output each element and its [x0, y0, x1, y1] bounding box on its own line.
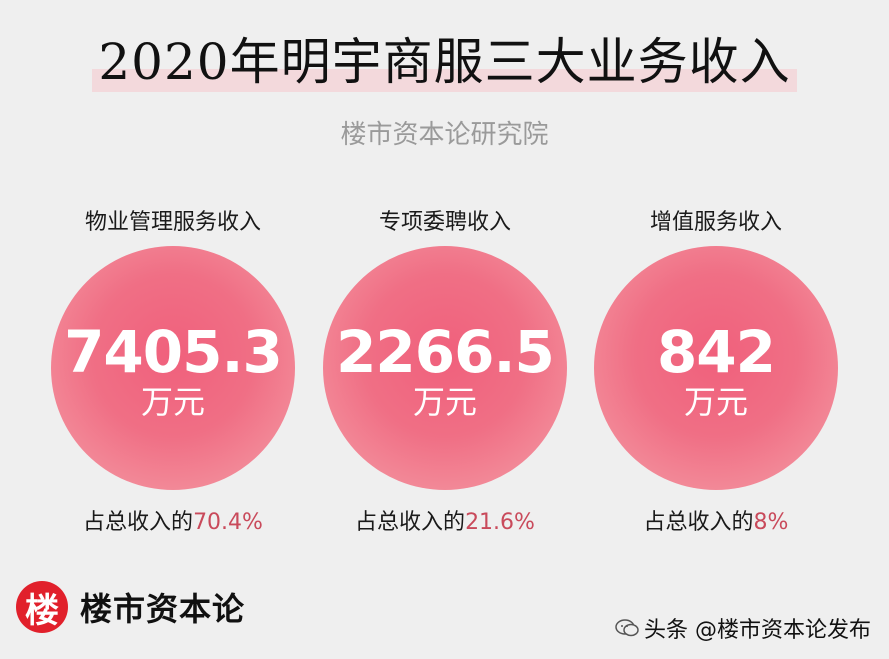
metric-circle: 842 万元	[594, 246, 838, 490]
metric-unit: 万元	[140, 383, 205, 421]
metric-value: 2266.5	[336, 318, 555, 386]
share-prefix: 占总收入的	[83, 510, 194, 535]
metric-share: 占总收入的8%	[591, 508, 841, 538]
brand-logo: 楼 楼市资本论	[16, 580, 245, 634]
metric-share: 占总收入的21.6%	[320, 508, 570, 538]
metric-column-property: 物业管理服务收入 7405.3 万元 占总收入的70.4%	[48, 206, 298, 538]
metric-circle: 7405.3 万元	[51, 246, 295, 490]
share-percent: 70.4%	[193, 510, 263, 535]
share-prefix: 占总收入的	[643, 510, 754, 535]
metric-column-special: 专项委聘收入 2266.5 万元 占总收入的21.6%	[320, 206, 570, 538]
metric-column-value-added: 增值服务收入 842 万元 占总收入的8%	[591, 206, 841, 538]
page-title: 2020年明宇商服三大业务收入	[92, 32, 797, 92]
share-percent: 21.6%	[465, 510, 535, 535]
share-prefix: 占总收入的	[355, 510, 466, 535]
metric-unit: 万元	[412, 383, 477, 421]
metric-unit: 万元	[683, 383, 748, 421]
share-percent: 8%	[753, 510, 789, 535]
title-wrap: 2020年明宇商服三大业务收入	[0, 32, 889, 92]
watermark: 头条 @楼市资本论发布	[614, 612, 871, 644]
metric-label: 物业管理服务收入	[84, 210, 261, 235]
chat-bubble-icon	[615, 619, 639, 637]
brand-badge: 楼	[16, 581, 68, 633]
metric-value: 7405.3	[64, 318, 283, 386]
metric-value: 842	[656, 318, 776, 386]
metric-share: 占总收入的70.4%	[48, 508, 298, 538]
brand-name: 楼市资本论	[80, 590, 246, 628]
metric-label: 专项委聘收入	[378, 210, 511, 235]
watermark-text: 头条 @楼市资本论发布	[644, 618, 871, 643]
page-subtitle: 楼市资本论研究院	[340, 120, 549, 150]
metric-circle: 2266.5 万元	[323, 246, 567, 490]
metric-label: 增值服务收入	[649, 210, 782, 235]
